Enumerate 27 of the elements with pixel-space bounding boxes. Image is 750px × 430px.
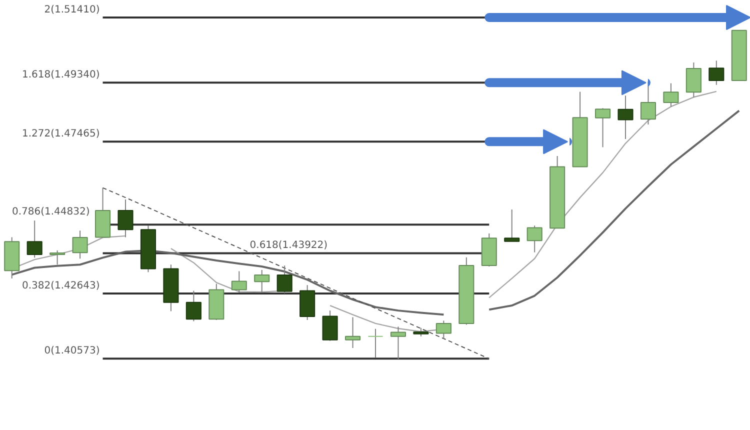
candlestick [686, 62, 702, 98]
candlestick [276, 265, 292, 294]
ref-line-label: 2(1.51410) [44, 4, 100, 16]
candlestick [186, 290, 202, 322]
candlestick [618, 95, 634, 140]
candlestick [231, 270, 247, 293]
ref-line-label: 1.618(1.49340) [22, 70, 100, 81]
candlestick [72, 230, 88, 260]
candlestick [345, 316, 361, 349]
candlestick [26, 220, 42, 258]
candlestick [504, 209, 520, 242]
ref-line-label: 1.272(1.47465) [22, 128, 100, 140]
candlestick [390, 326, 406, 360]
candlestick [595, 108, 611, 148]
ref-line-label: 0.618(1.43922) [250, 240, 328, 252]
candlestick [322, 310, 338, 342]
candlestick [118, 198, 134, 238]
candlestick [663, 82, 679, 108]
candlestick [526, 225, 542, 253]
candlestick [368, 328, 384, 358]
ref-line-label: 0.382(1.42643) [22, 280, 100, 292]
candlestick [254, 269, 270, 293]
candlestick [50, 250, 66, 266]
candlestick [708, 60, 724, 86]
ref-line-label: 0(1.40573) [44, 346, 100, 357]
ref-line-label: 0.786(1.44832) [12, 206, 90, 218]
candlestick [436, 320, 452, 340]
